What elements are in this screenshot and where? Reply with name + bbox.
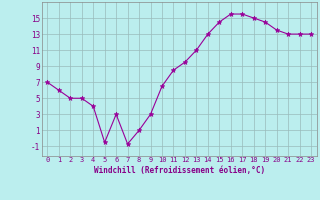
X-axis label: Windchill (Refroidissement éolien,°C): Windchill (Refroidissement éolien,°C) [94,166,265,175]
